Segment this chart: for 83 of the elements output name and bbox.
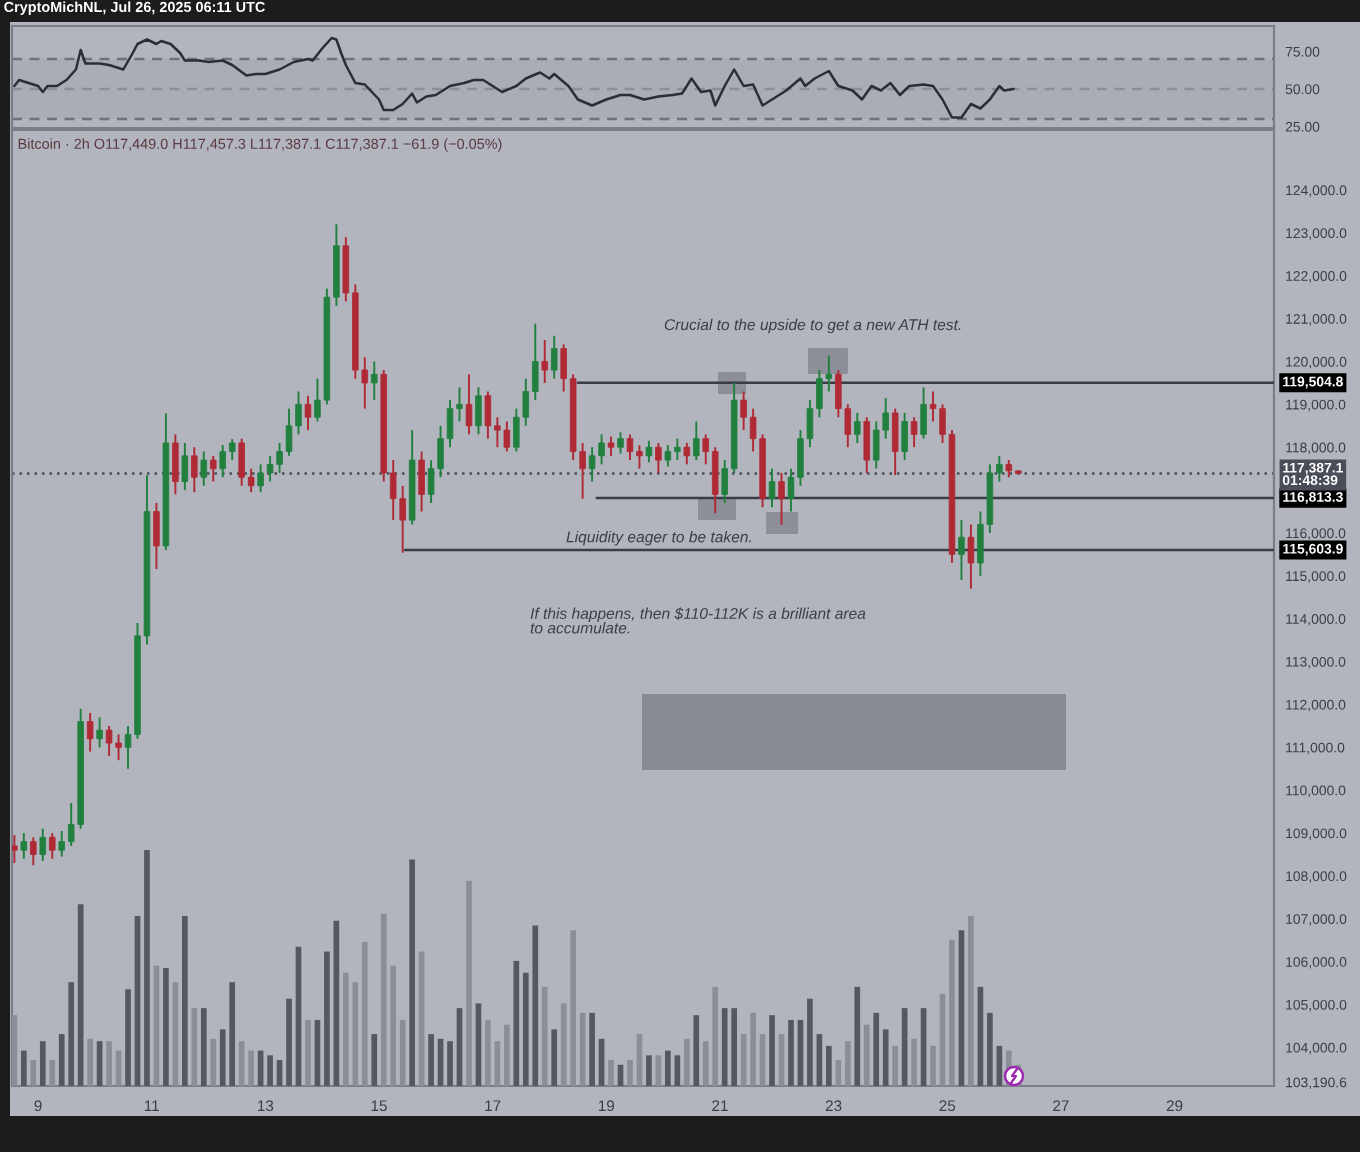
bar bbox=[182, 916, 188, 1086]
candlestick bbox=[550, 334, 558, 380]
candlestick bbox=[181, 441, 189, 492]
candlestick bbox=[30, 836, 37, 867]
candlestick bbox=[958, 519, 965, 582]
bar bbox=[305, 1019, 311, 1086]
bar bbox=[21, 1050, 27, 1086]
bar bbox=[826, 1045, 832, 1086]
candlestick bbox=[465, 373, 473, 436]
candlestick bbox=[371, 360, 378, 402]
bar bbox=[987, 1012, 993, 1086]
bar bbox=[144, 850, 150, 1086]
bar bbox=[125, 989, 131, 1086]
bar bbox=[466, 880, 472, 1086]
candlestick bbox=[920, 386, 927, 440]
candlestick bbox=[655, 441, 662, 474]
candlestick bbox=[200, 450, 208, 487]
candlestick bbox=[901, 411, 908, 462]
bar bbox=[589, 1012, 595, 1086]
candlestick bbox=[863, 416, 871, 474]
bar bbox=[210, 1038, 217, 1086]
candlestick bbox=[541, 339, 548, 384]
bar bbox=[693, 1015, 700, 1086]
candlestick bbox=[475, 386, 482, 436]
bar bbox=[844, 1041, 851, 1086]
bar bbox=[551, 1029, 558, 1086]
bar bbox=[30, 1060, 37, 1086]
bar bbox=[428, 1034, 434, 1086]
candlestick bbox=[304, 394, 312, 432]
bar bbox=[513, 960, 520, 1086]
candlestick bbox=[607, 435, 615, 457]
bar bbox=[77, 904, 84, 1086]
bar bbox=[807, 998, 813, 1086]
candlestick bbox=[693, 420, 700, 462]
candlestick bbox=[12, 834, 18, 865]
candlestick bbox=[910, 416, 918, 449]
candlestick bbox=[172, 433, 179, 496]
line-series bbox=[13, 36, 1015, 119]
bar bbox=[409, 859, 415, 1086]
candlestick bbox=[191, 446, 198, 494]
bar bbox=[863, 1024, 870, 1086]
candlestick bbox=[967, 523, 975, 590]
bar bbox=[854, 986, 861, 1086]
bar bbox=[769, 1015, 775, 1086]
bar bbox=[12, 1015, 18, 1086]
candlestick bbox=[20, 832, 28, 860]
bar bbox=[191, 1008, 198, 1086]
bar bbox=[835, 1060, 842, 1086]
bar bbox=[200, 1008, 207, 1086]
bar bbox=[286, 998, 292, 1086]
candlestick bbox=[96, 716, 103, 749]
candlestick bbox=[48, 832, 56, 860]
bar bbox=[788, 1019, 794, 1086]
bar bbox=[324, 951, 330, 1086]
candlestick bbox=[778, 471, 785, 526]
bar bbox=[646, 1055, 652, 1086]
bar bbox=[371, 1034, 378, 1086]
bar bbox=[608, 1060, 614, 1086]
bar bbox=[39, 1041, 46, 1086]
candlestick bbox=[86, 712, 94, 753]
candlestick bbox=[153, 502, 160, 570]
bar bbox=[541, 986, 548, 1086]
bar bbox=[361, 942, 368, 1086]
candlestick bbox=[891, 407, 899, 477]
candlestick bbox=[39, 827, 47, 862]
bar bbox=[504, 1024, 510, 1086]
bar bbox=[750, 1012, 756, 1086]
candlestick bbox=[645, 439, 653, 464]
bar bbox=[163, 968, 169, 1086]
candlestick bbox=[210, 454, 217, 483]
bar bbox=[949, 939, 955, 1086]
bar bbox=[683, 1038, 690, 1086]
candlestick bbox=[854, 411, 861, 444]
bar bbox=[49, 1060, 56, 1086]
bar bbox=[873, 1012, 880, 1086]
bar bbox=[447, 1041, 453, 1086]
bar bbox=[882, 1029, 889, 1086]
bar bbox=[399, 1019, 406, 1086]
candlestick bbox=[617, 431, 624, 455]
candlestick bbox=[768, 467, 776, 509]
candlestick bbox=[418, 450, 425, 513]
candlestick bbox=[683, 441, 691, 466]
bar bbox=[267, 1055, 273, 1086]
